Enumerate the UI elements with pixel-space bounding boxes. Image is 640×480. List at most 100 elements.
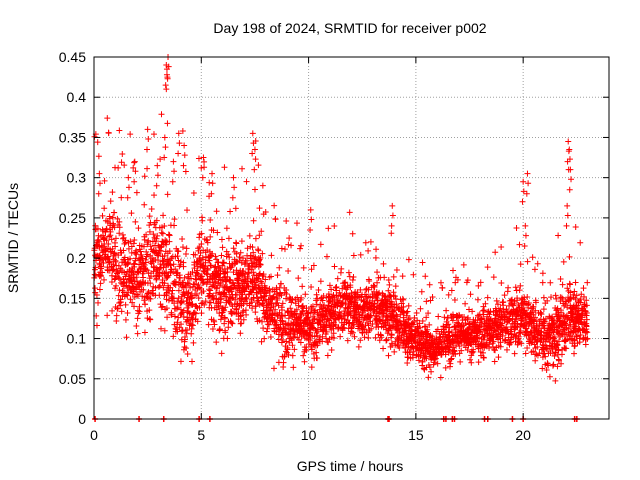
data-point (213, 295, 220, 302)
data-point (246, 270, 253, 277)
data-point (300, 352, 307, 359)
data-point (464, 277, 471, 284)
data-point (325, 339, 332, 346)
data-point (349, 276, 356, 283)
data-point (435, 313, 442, 320)
data-point (426, 321, 433, 328)
data-point (350, 273, 357, 280)
y-tick-label: 0.45 (59, 49, 86, 65)
data-point (146, 316, 153, 323)
spike-point (389, 202, 396, 209)
data-point (109, 214, 116, 221)
data-point (425, 374, 432, 381)
data-point (445, 291, 452, 298)
data-point (450, 267, 457, 274)
data-point (101, 205, 108, 212)
data-point (116, 218, 123, 225)
data-point (306, 329, 313, 336)
data-point (221, 164, 228, 171)
data-point (94, 139, 101, 146)
data-point (189, 358, 196, 365)
data-point (260, 271, 267, 278)
data-point (448, 355, 455, 362)
data-point (325, 302, 332, 309)
data-point (122, 301, 129, 308)
data-point (111, 209, 118, 216)
data-point (164, 120, 171, 127)
data-point (420, 365, 427, 372)
data-point (141, 236, 148, 243)
data-point (251, 186, 258, 193)
data-point (295, 275, 302, 282)
spike-point (163, 86, 170, 93)
data-point (223, 291, 230, 298)
data-point (392, 293, 399, 300)
data-point (447, 360, 454, 367)
data-point (418, 288, 425, 295)
spike-point (95, 190, 102, 197)
data-point (328, 286, 335, 293)
data-point (396, 344, 403, 351)
data-point (245, 283, 252, 290)
data-point (140, 243, 147, 250)
data-point (156, 247, 163, 254)
data-point (380, 345, 387, 352)
data-point (429, 294, 436, 301)
data-point (572, 224, 579, 231)
data-point (168, 290, 175, 297)
data-point (314, 342, 321, 349)
data-point (214, 229, 221, 236)
data-point (249, 244, 256, 251)
data-point (207, 217, 214, 224)
data-point (184, 327, 191, 334)
data-point (115, 274, 122, 281)
data-point (196, 234, 203, 241)
data-point (315, 287, 322, 294)
data-point (366, 294, 373, 301)
data-point (124, 310, 131, 317)
data-point (236, 282, 243, 289)
data-point (409, 343, 416, 350)
data-point (132, 218, 139, 225)
data-point (179, 235, 186, 242)
data-point (331, 263, 338, 270)
data-point (237, 313, 244, 320)
data-point (182, 168, 189, 175)
data-point (235, 282, 242, 289)
data-point (120, 247, 127, 254)
data-point (149, 258, 156, 265)
data-point (445, 321, 452, 328)
data-point (283, 338, 290, 345)
spike-point (249, 130, 256, 137)
data-point (371, 300, 378, 307)
data-point (393, 301, 400, 308)
data-point (434, 326, 441, 333)
spike-point (180, 162, 187, 169)
data-point (113, 312, 120, 319)
data-point (178, 328, 185, 335)
data-point (314, 355, 321, 362)
data-point (474, 296, 481, 303)
data-point (313, 291, 320, 298)
data-point (187, 284, 194, 291)
data-point (372, 254, 379, 261)
data-point (168, 311, 175, 318)
data-point (422, 273, 429, 280)
spike-point (162, 144, 169, 151)
data-point (167, 269, 174, 276)
data-point (199, 280, 206, 287)
data-point (419, 259, 426, 266)
data-point (314, 332, 321, 339)
data-point (200, 256, 207, 263)
data-point (129, 299, 136, 306)
data-point (287, 305, 294, 312)
data-point (199, 217, 206, 224)
data-point (181, 274, 188, 281)
data-point (207, 262, 214, 269)
data-point (177, 258, 184, 265)
data-point (310, 262, 317, 269)
data-point (147, 280, 154, 287)
data-point (192, 310, 199, 317)
data-point (252, 303, 259, 310)
data-point (381, 274, 388, 281)
